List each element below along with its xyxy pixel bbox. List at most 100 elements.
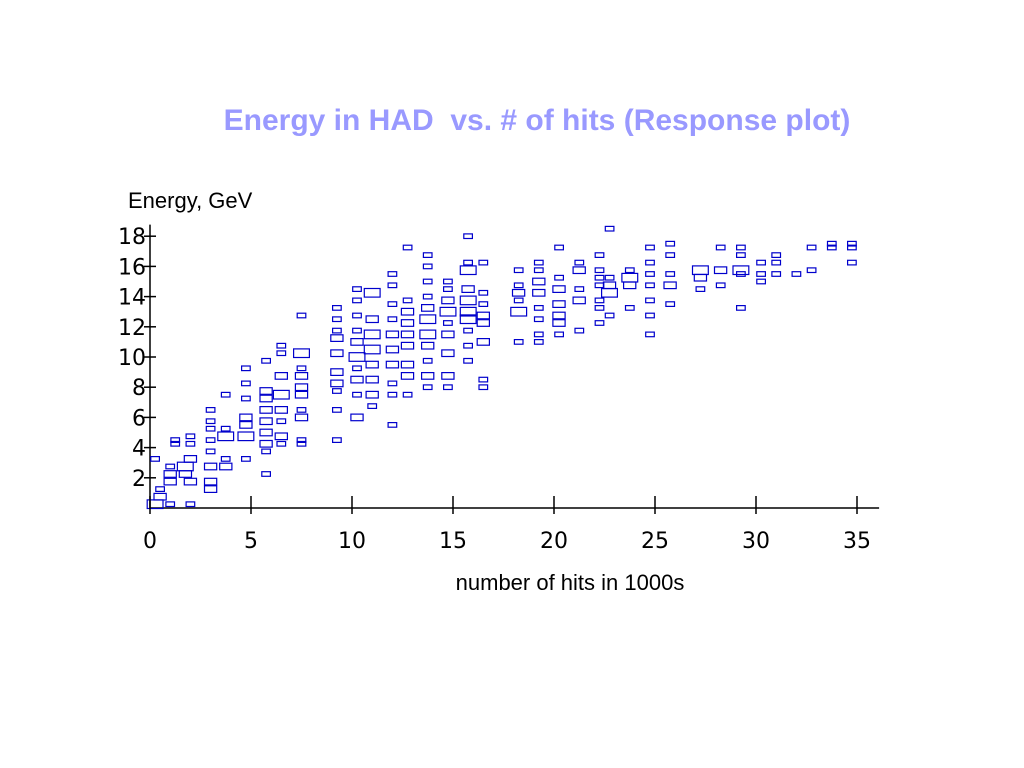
histogram-cell (463, 342, 473, 349)
histogram-cell (170, 440, 181, 447)
histogram-cell (259, 417, 273, 426)
x-tick-label: 30 (742, 529, 770, 554)
histogram-cell (693, 273, 708, 282)
histogram-cell (332, 305, 342, 311)
y-tick-label: 16 (118, 255, 146, 280)
histogram-cell (513, 267, 524, 274)
histogram-cell (296, 407, 307, 413)
histogram-cell (771, 259, 782, 266)
histogram-cell (846, 244, 857, 251)
histogram-cell (645, 259, 655, 266)
histogram-cell (203, 477, 218, 486)
histogram-cell (713, 266, 728, 275)
histogram-cell (296, 437, 307, 443)
histogram-cell (422, 252, 433, 259)
histogram-cell (183, 477, 198, 486)
histogram-cell (511, 288, 526, 297)
histogram-cell (665, 240, 676, 247)
histogram-cell (572, 266, 586, 275)
histogram-cell (352, 365, 362, 372)
histogram-cell (220, 425, 231, 432)
histogram-cell (363, 329, 381, 340)
histogram-cell (367, 403, 378, 409)
histogram-cell (735, 305, 746, 311)
histogram-cell (771, 252, 782, 259)
histogram-cell (259, 439, 273, 448)
y-tick-label: 10 (118, 346, 146, 371)
histogram-cell (332, 437, 342, 443)
histogram-cell (259, 428, 273, 437)
histogram-cell (241, 365, 251, 372)
histogram-cell (276, 342, 287, 349)
histogram-cell (665, 271, 676, 277)
histogram-cell (533, 316, 544, 323)
histogram-cell (715, 282, 726, 289)
histogram-cell (294, 372, 309, 380)
histogram-cell (261, 357, 271, 364)
histogram-cell (387, 422, 398, 428)
histogram-cell (150, 456, 161, 462)
histogram-cell (552, 319, 566, 327)
histogram-cell (350, 338, 364, 346)
histogram-cell (400, 319, 415, 327)
histogram-cell (622, 281, 637, 290)
histogram-cell (554, 244, 564, 251)
histogram-cell (533, 339, 544, 345)
histogram-cell (478, 259, 489, 266)
histogram-cell (241, 456, 251, 462)
histogram-cell (443, 286, 453, 292)
histogram-cell (385, 360, 400, 369)
histogram-cell (443, 384, 453, 391)
histogram-cell (463, 233, 473, 240)
histogram-cell (419, 314, 437, 325)
histogram-cell (695, 286, 706, 292)
histogram-cell (296, 440, 307, 447)
histogram-cell (220, 391, 231, 398)
histogram-cell (574, 327, 585, 334)
histogram-cell (533, 331, 544, 338)
histogram-cell (332, 316, 342, 323)
histogram-cell (478, 384, 489, 391)
histogram-cell (272, 389, 290, 400)
histogram-cell (387, 391, 398, 398)
histogram-cell (459, 314, 477, 325)
histogram-cell (478, 289, 489, 296)
histogram-cell (241, 380, 251, 387)
histogram-cell (276, 440, 287, 447)
histogram-cell (554, 274, 564, 281)
histogram-cell (400, 360, 415, 369)
histogram-cell (533, 259, 544, 266)
histogram-cell (261, 471, 271, 477)
histogram-cell (365, 390, 379, 399)
histogram-cell (532, 277, 546, 286)
histogram-cell (439, 306, 457, 317)
histogram-cell (296, 365, 307, 372)
histogram-cell (594, 282, 605, 289)
histogram-cell (365, 375, 379, 384)
histogram-cell (441, 296, 455, 305)
histogram-cell (363, 344, 381, 355)
histogram-cell (732, 265, 750, 276)
histogram-cell (422, 278, 433, 285)
x-tick-label: 35 (843, 529, 871, 554)
histogram-cell (645, 271, 655, 277)
histogram-cell (463, 327, 473, 334)
histogram-cell (239, 413, 253, 422)
histogram-cell (203, 462, 218, 471)
histogram-cell (332, 407, 342, 413)
histogram-cell (600, 287, 618, 298)
histogram-cell (330, 379, 344, 388)
histogram-cell (276, 350, 287, 357)
histogram-cell (594, 252, 605, 259)
histogram-cell (220, 456, 231, 462)
histogram-cell (459, 265, 477, 276)
histogram-cell (645, 244, 655, 251)
histogram-cell (205, 407, 216, 413)
histogram-cell (163, 477, 177, 486)
histogram-cell (604, 274, 615, 281)
histogram-cell (756, 259, 766, 266)
histogram-cells (146, 225, 857, 510)
histogram-cell (205, 437, 216, 443)
histogram-cell (604, 312, 615, 319)
